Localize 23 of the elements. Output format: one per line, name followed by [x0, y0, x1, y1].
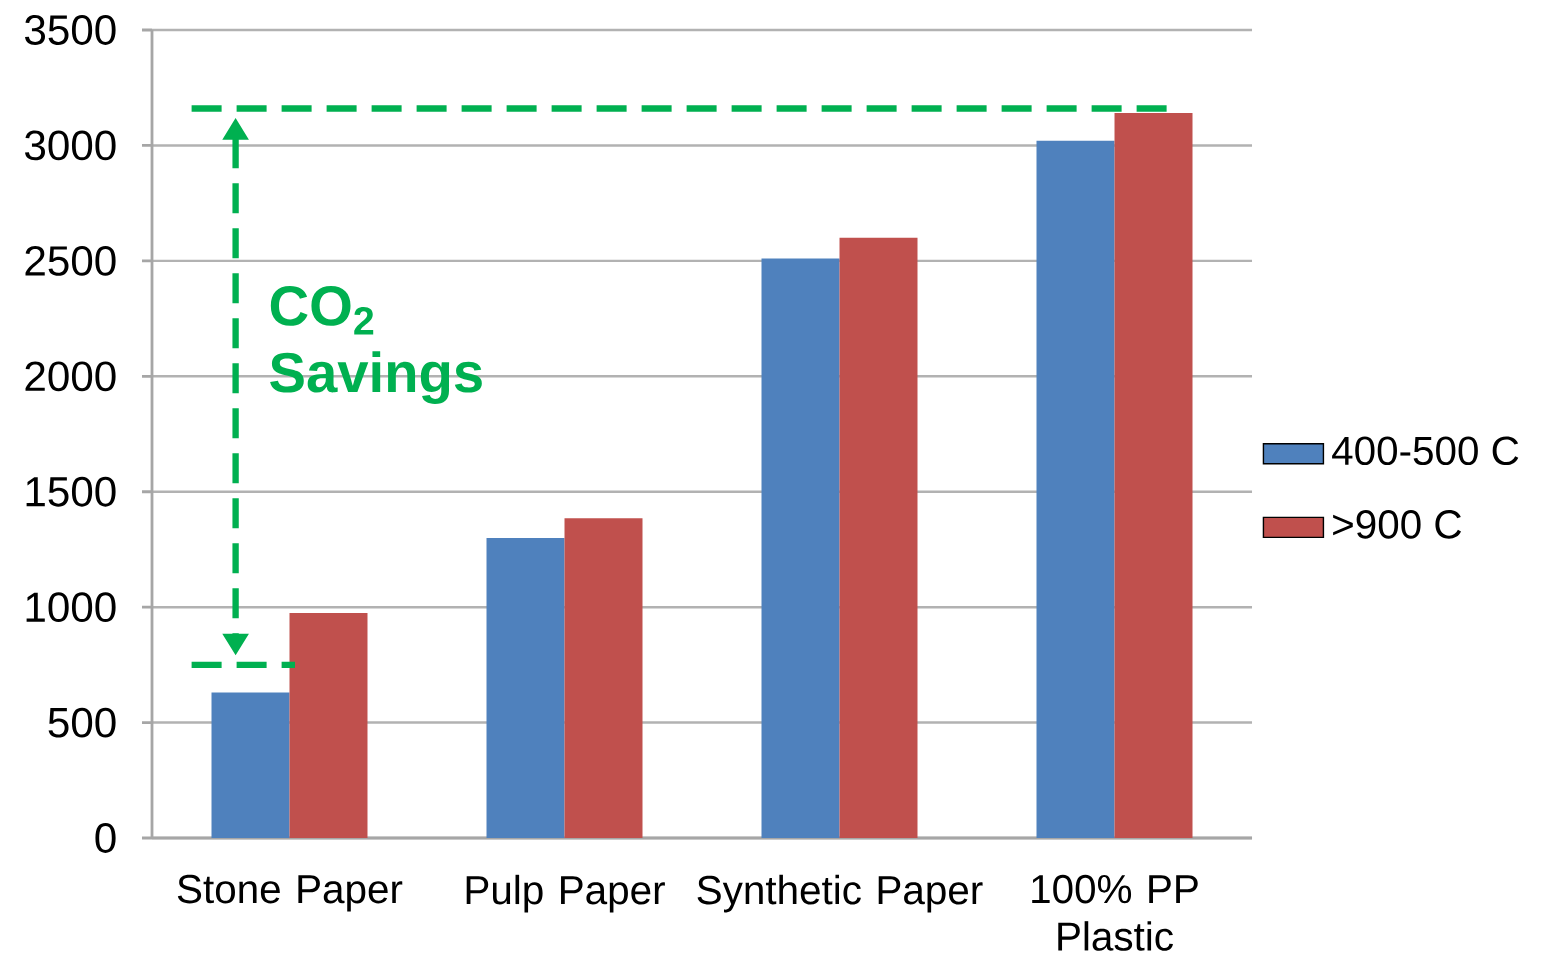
bar [839, 237, 918, 839]
x-tick-label: Synthetic Paper [697, 874, 983, 913]
y-tick-label: 3000 [25, 130, 116, 161]
x-tick-label: Stone Paper [177, 874, 403, 912]
legend-label: >900 C [1333, 510, 1461, 539]
bar [289, 612, 368, 839]
y-tick-label: 2500 [25, 245, 116, 276]
legend-label: 400-500 C [1332, 436, 1519, 466]
bar [761, 258, 840, 839]
y-tick-label: 0 [95, 823, 116, 853]
bar [1036, 140, 1115, 839]
y-tick-label: 1500 [26, 476, 116, 507]
y-tick-label: 500 [48, 707, 116, 738]
x-tick-label: 100% PP Plastic [1032, 874, 1198, 951]
bar [211, 692, 290, 839]
bar [564, 518, 643, 839]
y-tick-label: 1000 [26, 592, 116, 623]
x-tick-label: Pulp Paper [466, 874, 665, 913]
bar [1114, 113, 1193, 839]
annotation: CO$_{2}$ Savings [270, 286, 482, 404]
bar [486, 537, 565, 839]
y-tick-label: 3500 [25, 15, 116, 45]
y-tick-label: 2000 [25, 361, 116, 392]
